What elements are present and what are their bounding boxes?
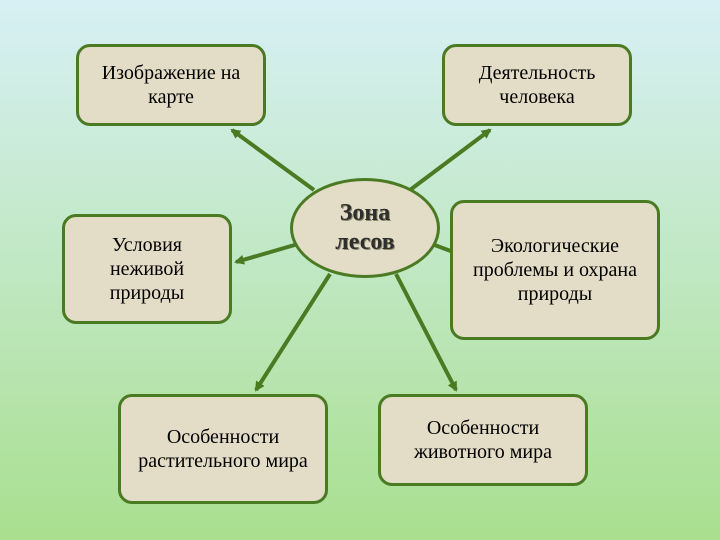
node-label: Особенности растительного мира <box>131 425 315 473</box>
node-activity: Деятельность человека <box>442 44 632 126</box>
diagram-stage: Зона лесов Изображение на карте Деятельност… <box>0 0 720 540</box>
node-label: Экологические проблемы и охрана природы <box>463 234 647 306</box>
center-line2: лесов <box>335 229 394 255</box>
node-abiotic: Условия неживой природы <box>62 214 232 324</box>
node-label: Деятельность человека <box>455 61 619 109</box>
node-animals: Особенности животного мира <box>378 394 588 486</box>
node-ecology: Экологические проблемы и охрана природы <box>450 200 660 340</box>
node-label: Изображение на карте <box>89 61 253 109</box>
node-plants: Особенности растительного мира <box>118 394 328 504</box>
node-label: Особенности животного мира <box>391 416 575 464</box>
node-map: Изображение на карте <box>76 44 266 126</box>
node-label: Условия неживой природы <box>75 233 219 305</box>
center-label: Зона лесов <box>335 199 394 257</box>
center-node: Зона лесов <box>290 178 440 278</box>
center-line1: Зона <box>340 200 391 226</box>
